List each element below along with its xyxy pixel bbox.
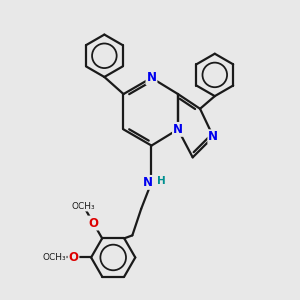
Text: OCH₃: OCH₃ — [72, 202, 96, 211]
Text: OCH₃: OCH₃ — [43, 253, 66, 262]
Text: O: O — [88, 217, 98, 230]
Text: O: O — [68, 251, 78, 264]
Text: N: N — [208, 130, 218, 143]
Text: N: N — [173, 123, 183, 136]
Text: N: N — [143, 176, 153, 189]
Text: H: H — [157, 176, 165, 186]
Text: N: N — [146, 71, 157, 84]
